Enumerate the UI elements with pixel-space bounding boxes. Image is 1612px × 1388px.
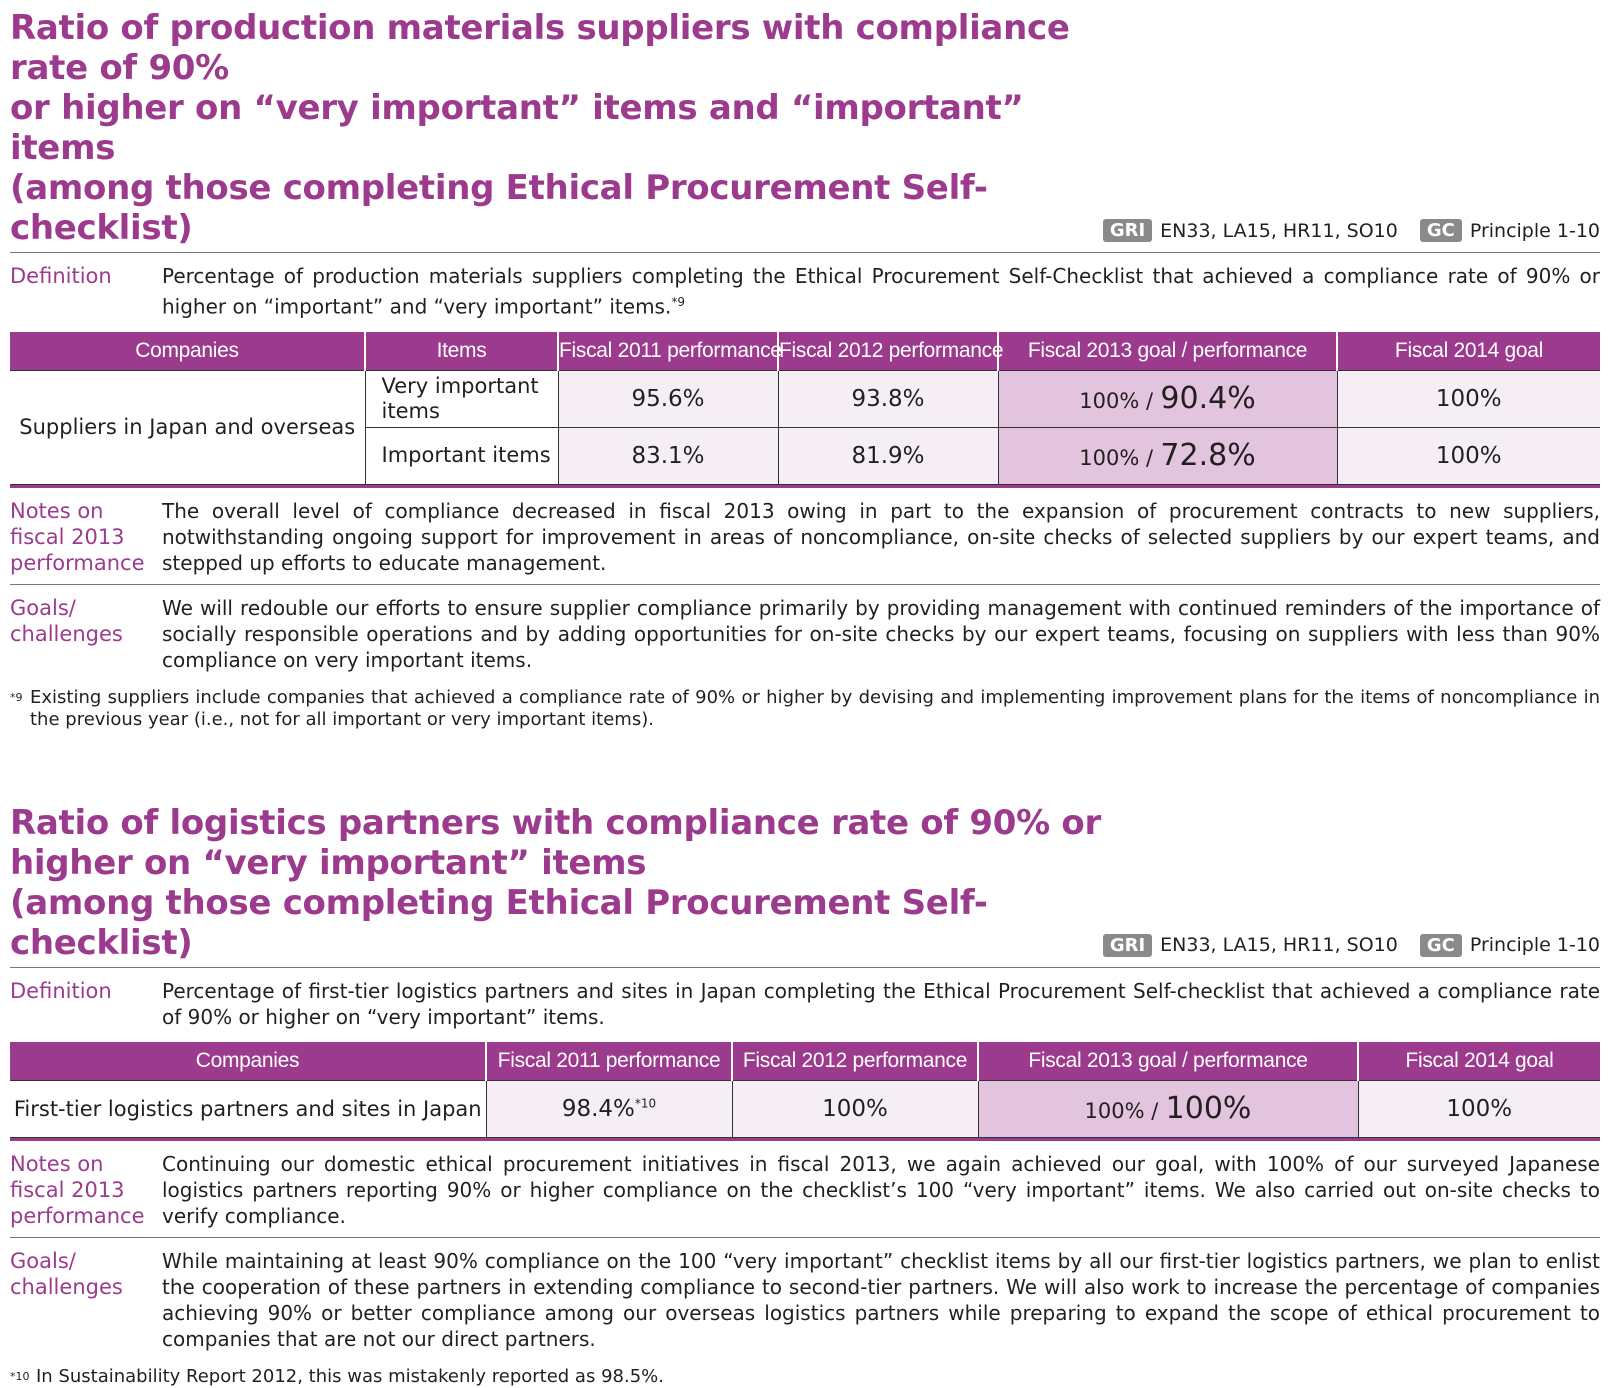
fy2012-cell: 93.8% — [777, 369, 999, 428]
goals-text: While maintaining at least 90% complianc… — [162, 1248, 1600, 1351]
section1-title-row: Ratio of production materials suppliers … — [10, 8, 1600, 248]
section1-title-line3: (among those completing Ethical Procurem… — [10, 168, 988, 248]
table-row: Suppliers in Japan and overseas Very imp… — [10, 369, 1600, 485]
fy2013-cell: 100% / 90.4% — [997, 369, 1338, 428]
header-items: Items — [364, 331, 558, 371]
section2-tags: GRI EN33, LA15, HR11, SO10 GC Principle … — [1102, 933, 1600, 963]
fy2011-cell: 83.1% — [557, 426, 779, 485]
gc-value: Principle 1-10 — [1469, 219, 1600, 242]
footnote-ref: *10 — [634, 1096, 657, 1110]
section2-goals: Goals/ challenges While maintaining at l… — [10, 1238, 1600, 1360]
item-cell: Very important items — [364, 369, 559, 428]
section1-title: Ratio of production materials suppliers … — [10, 8, 1103, 248]
notes-text: Continuing our domestic ethical procurem… — [162, 1151, 1600, 1228]
section1-table: Companies Items Fiscal 2011 performance … — [10, 331, 1600, 485]
gri-value: EN33, LA15, HR11, SO10 — [1160, 934, 1398, 957]
section1-title-line2: or higher on “very important” items and … — [10, 88, 1024, 168]
fy2013-performance: 72.8% — [1160, 438, 1256, 474]
footnote-ref: *9 — [671, 295, 685, 309]
section1-title-line1: Ratio of production materials suppliers … — [10, 8, 1070, 88]
fy2011-cell: 98.4%*10 — [485, 1079, 733, 1138]
header-fy2011: Fiscal 2011 performance — [485, 1041, 732, 1081]
gc-tag: GC — [1419, 219, 1462, 242]
divider — [10, 1236, 1600, 1238]
definition-text: Percentage of production materials suppl… — [162, 263, 1600, 320]
section2-title: Ratio of logistics partners with complia… — [10, 803, 1103, 963]
fy2013-goal: 100% / — [1079, 389, 1154, 414]
section2-footnote: *10 In Sustainability Report 2012, this … — [10, 1360, 1600, 1388]
section2-title-row: Ratio of logistics partners with complia… — [10, 803, 1600, 963]
gri-tag: GRI — [1102, 933, 1153, 957]
section1-notes: Notes on fiscal 2013 performance The ove… — [10, 488, 1600, 584]
fy2013-cell: 100% / 100% — [977, 1079, 1359, 1138]
goals-text: We will redouble our efforts to ensure s… — [162, 595, 1600, 672]
gri-tag: GRI — [1102, 219, 1153, 242]
table-row: Important items 83.1% 81.9% 100% / 72.8%… — [10, 426, 1600, 485]
section1-footnote: *9 Existing suppliers include companies … — [10, 681, 1600, 731]
table-header-row: Companies Fiscal 2011 performance Fiscal… — [10, 1041, 1600, 1081]
company-cell: First-tier logistics partners and sites … — [10, 1079, 487, 1138]
goals-label: Goals/ challenges — [10, 1248, 123, 1299]
fy2011-value: 98.4% — [561, 1095, 635, 1122]
table-bottom-rule — [10, 1137, 1600, 1141]
fy2013-goal: 100% / — [1079, 446, 1154, 471]
definition-body: Percentage of production materials suppl… — [162, 264, 1600, 319]
header-fy2013: Fiscal 2013 goal / performance — [977, 1041, 1358, 1081]
table-row: First-tier logistics partners and sites … — [10, 1079, 1600, 1138]
header-companies: Companies — [10, 331, 365, 371]
footnote-text: Existing suppliers include companies tha… — [30, 686, 1600, 730]
page: Ratio of production materials suppliers … — [10, 8, 1600, 1388]
footnote-mark: *9 — [10, 690, 23, 704]
section1-tags: GRI EN33, LA15, HR11, SO10 GC Principle … — [1102, 219, 1600, 248]
footnote-mark: *10 — [10, 1369, 30, 1383]
gc-tag: GC — [1419, 933, 1462, 957]
notes-label: Notes on fiscal 2013 performance — [10, 498, 145, 575]
fy2014-cell: 100% — [1336, 369, 1600, 428]
fy2013-performance: 90.4% — [1160, 381, 1256, 417]
notes-text: The overall level of compliance decrease… — [162, 498, 1600, 575]
fy2013-cell: 100% / 72.8% — [997, 426, 1338, 485]
header-companies: Companies — [10, 1041, 486, 1081]
definition-label: Definition — [10, 978, 112, 1003]
definition-text: Percentage of first-tier logistics partn… — [162, 978, 1600, 1029]
gri-value: EN33, LA15, HR11, SO10 — [1160, 219, 1398, 242]
fy2013-performance: 100% — [1165, 1091, 1252, 1127]
fy2012-cell: 81.9% — [777, 426, 999, 485]
footnote-text: In Sustainability Report 2012, this was … — [36, 1365, 664, 1387]
section2-title-line1: Ratio of logistics partners with complia… — [10, 802, 1101, 883]
section2-title-line2: (among those completing Ethical Procurem… — [10, 882, 988, 963]
fy2013-goal: 100% / — [1084, 1099, 1159, 1124]
table-bottom-rule — [10, 484, 1600, 488]
section-production-materials: Ratio of production materials suppliers … — [10, 8, 1600, 731]
section2-notes: Notes on fiscal 2013 performance Continu… — [10, 1141, 1600, 1237]
section1-goals: Goals/ challenges We will redouble our e… — [10, 585, 1600, 681]
header-fy2011: Fiscal 2011 performance — [557, 331, 782, 371]
section2-table: Companies Fiscal 2011 performance Fiscal… — [10, 1041, 1600, 1138]
header-fy2014: Fiscal 2014 goal — [1357, 1041, 1600, 1081]
definition-label: Definition — [10, 264, 112, 288]
notes-label: Notes on fiscal 2013 performance — [10, 1151, 145, 1228]
header-fy2012: Fiscal 2012 performance — [731, 1041, 978, 1081]
gc-value: Principle 1-10 — [1469, 934, 1600, 957]
header-fy2014: Fiscal 2014 goal — [1336, 331, 1600, 371]
header-fy2012: Fiscal 2012 performance — [777, 331, 1004, 371]
company-cell: Suppliers in Japan and overseas — [10, 369, 366, 485]
divider — [10, 583, 1600, 585]
section-logistics-partners: Ratio of logistics partners with complia… — [10, 803, 1600, 1388]
table-header-row: Companies Items Fiscal 2011 performance … — [10, 331, 1600, 371]
section1-definition: Definition Percentage of production mate… — [10, 253, 1600, 328]
divider — [10, 966, 1600, 968]
header-fy2013: Fiscal 2013 goal / performance — [997, 331, 1337, 371]
item-cell: Important items — [364, 426, 559, 485]
fy2014-cell: 100% — [1336, 426, 1600, 485]
section2-definition: Definition Percentage of first-tier logi… — [10, 968, 1600, 1038]
fy2012-cell: 100% — [731, 1079, 979, 1138]
divider — [10, 252, 1600, 253]
fy2011-cell: 95.6% — [557, 369, 779, 428]
goals-label: Goals/ challenges — [10, 595, 123, 646]
fy2014-cell: 100% — [1357, 1079, 1600, 1138]
